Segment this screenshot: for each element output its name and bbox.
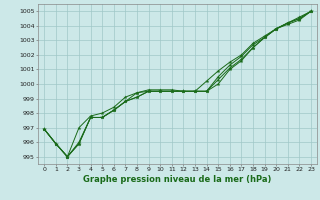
X-axis label: Graphe pression niveau de la mer (hPa): Graphe pression niveau de la mer (hPa) (84, 175, 272, 184)
